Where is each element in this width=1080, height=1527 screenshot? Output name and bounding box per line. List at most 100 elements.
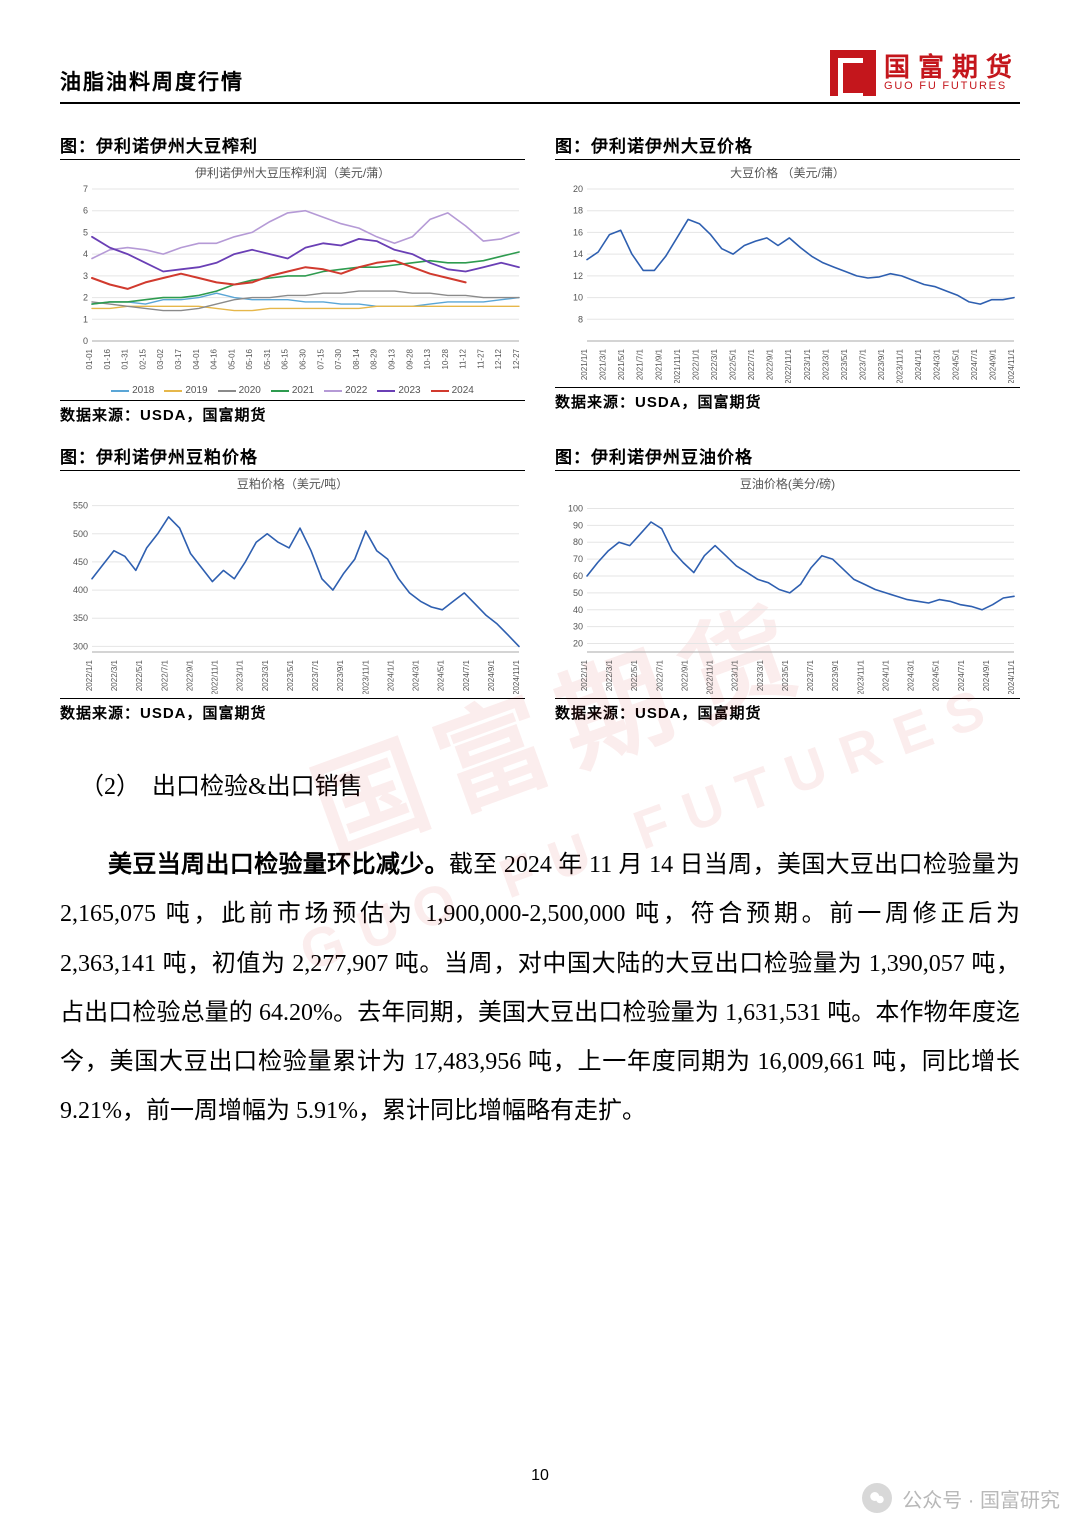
svg-text:8: 8 (578, 314, 583, 324)
svg-text:2022/9/1: 2022/9/1 (185, 659, 194, 691)
svg-text:350: 350 (73, 613, 88, 623)
svg-text:07-30: 07-30 (334, 348, 343, 369)
svg-text:2021/7/1: 2021/7/1 (636, 348, 645, 380)
svg-text:2023/7/1: 2023/7/1 (806, 659, 815, 691)
svg-text:2021/3/1: 2021/3/1 (599, 348, 608, 380)
svg-text:2023/3/1: 2023/3/1 (756, 659, 765, 691)
svg-text:20: 20 (573, 184, 583, 194)
svg-text:04-16: 04-16 (210, 348, 219, 369)
svg-text:10: 10 (573, 293, 583, 303)
svg-text:2022/7/1: 2022/7/1 (160, 659, 169, 691)
section-num: （2） (80, 774, 140, 800)
svg-text:2023/3/1: 2023/3/1 (821, 348, 830, 380)
svg-text:2023/1/1: 2023/1/1 (803, 348, 812, 380)
chart4-caption: 图：伊利诺伊州豆油价格 (555, 443, 1020, 471)
svg-text:2024/1/1: 2024/1/1 (914, 348, 923, 380)
svg-text:2024/11/1: 2024/11/1 (1007, 348, 1016, 383)
brand-logo-mark (830, 50, 876, 96)
svg-text:09-13: 09-13 (387, 348, 396, 369)
svg-text:01-01: 01-01 (85, 348, 94, 369)
svg-text:11-27: 11-27 (476, 348, 485, 368)
svg-text:50: 50 (573, 588, 583, 598)
svg-text:2023/5/1: 2023/5/1 (286, 659, 295, 691)
body-text: （2） 出口检验&出口销售 美豆当周出口检验量环比减少。截至 2024 年 11… (60, 763, 1020, 1136)
svg-text:2024/11/1: 2024/11/1 (1007, 659, 1016, 694)
svg-text:2022/5/1: 2022/5/1 (135, 659, 144, 691)
svg-text:2023/7/1: 2023/7/1 (311, 659, 320, 691)
svg-text:2022/5/1: 2022/5/1 (729, 348, 738, 380)
svg-text:10-28: 10-28 (441, 348, 450, 369)
svg-text:2022/9/1: 2022/9/1 (766, 348, 775, 380)
svg-text:7: 7 (83, 184, 88, 194)
chart-crush-margin: 图：伊利诺伊州大豆榨利 伊利诺伊州大豆压榨利润（美元/蒲） 0123456701… (60, 132, 525, 425)
svg-text:01-31: 01-31 (121, 348, 130, 369)
svg-text:2024/9/1: 2024/9/1 (487, 659, 496, 691)
svg-text:2022/1/1: 2022/1/1 (691, 348, 700, 380)
chart1-caption: 图：伊利诺伊州大豆榨利 (60, 132, 525, 160)
svg-text:14: 14 (573, 249, 583, 259)
svg-text:05-01: 05-01 (227, 348, 236, 369)
legend-item: 2022 (324, 385, 367, 396)
svg-text:5: 5 (83, 227, 88, 237)
svg-text:06-30: 06-30 (299, 348, 308, 369)
legend-item: 2023 (377, 385, 420, 396)
brand-logo-en: GUO FU FUTURES (884, 81, 1020, 93)
chart3-caption: 图：伊利诺伊州豆粕价格 (60, 443, 525, 471)
svg-text:70: 70 (573, 554, 583, 564)
svg-text:01-16: 01-16 (103, 348, 112, 369)
svg-text:300: 300 (73, 641, 88, 651)
svg-text:500: 500 (73, 529, 88, 539)
svg-text:2024/9/1: 2024/9/1 (982, 659, 991, 691)
svg-text:2022/11/1: 2022/11/1 (784, 348, 793, 383)
legend-item: 2020 (218, 385, 261, 396)
section-title: 出口检验&出口销售 (152, 774, 363, 800)
svg-text:10-13: 10-13 (423, 348, 432, 369)
svg-text:550: 550 (73, 501, 88, 511)
svg-text:2022/11/1: 2022/11/1 (211, 659, 220, 694)
svg-text:2022/5/1: 2022/5/1 (630, 659, 639, 691)
svg-text:11-12: 11-12 (459, 348, 468, 368)
svg-text:03-17: 03-17 (174, 348, 183, 369)
svg-text:09-28: 09-28 (405, 348, 414, 369)
svg-text:40: 40 (573, 605, 583, 615)
svg-text:08-14: 08-14 (352, 348, 361, 369)
chart4-svg: 20304050607080901002022/1/12022/3/12022/… (555, 494, 1020, 694)
chart-soyoil-price: 图：伊利诺伊州豆油价格 豆油价格(美分/磅) 20304050607080901… (555, 443, 1020, 723)
svg-text:2021/5/1: 2021/5/1 (617, 348, 626, 380)
svg-text:1: 1 (83, 314, 88, 324)
brand-logo: 国富期货 GUO FU FUTURES (830, 50, 1020, 96)
para-rest: 截至 2024 年 11 月 14 日当周，美国大豆出口检验量为 2,165,0… (60, 852, 1020, 1124)
legend-item: 2018 (111, 385, 154, 396)
chart3-subtitle: 豆粕价格（美元/吨） (60, 475, 525, 492)
footer-label: 公众号 · 国富研究 (902, 1484, 1060, 1513)
chart3-source: 数据来源：USDA，国富期货 (60, 698, 525, 723)
paragraph-1: 美豆当周出口检验量环比减少。截至 2024 年 11 月 14 日当周，美国大豆… (60, 840, 1020, 1136)
svg-text:2022/11/1: 2022/11/1 (706, 659, 715, 694)
svg-text:2023/11/1: 2023/11/1 (361, 659, 370, 694)
svg-text:2021/9/1: 2021/9/1 (654, 348, 663, 380)
svg-text:2021/11/1: 2021/11/1 (673, 348, 682, 383)
svg-text:16: 16 (573, 227, 583, 237)
chart-soymeal-price: 图：伊利诺伊州豆粕价格 豆粕价格（美元/吨） 300 350 400 450 500 55… (60, 443, 525, 723)
svg-text:08-29: 08-29 (370, 348, 379, 369)
svg-text:03-02: 03-02 (156, 348, 165, 369)
svg-text:05-16: 05-16 (245, 348, 254, 369)
svg-text:2024/3/1: 2024/3/1 (933, 348, 942, 380)
chart1-subtitle: 伊利诺伊州大豆压榨利润（美元/蒲） (60, 164, 525, 181)
svg-text:2023/5/1: 2023/5/1 (840, 348, 849, 380)
svg-text:450: 450 (73, 557, 88, 567)
chart2-caption: 图：伊利诺伊州大豆价格 (555, 132, 1020, 160)
svg-text:400: 400 (73, 585, 88, 595)
svg-text:2023/11/1: 2023/11/1 (856, 659, 865, 694)
chart1-svg: 0123456701-0101-1601-3102-1503-0203-1704… (60, 183, 525, 383)
svg-text:80: 80 (573, 537, 583, 547)
svg-text:07-15: 07-15 (316, 348, 325, 369)
svg-text:2022/3/1: 2022/3/1 (605, 659, 614, 691)
legend-item: 2024 (431, 385, 474, 396)
chart1-legend: 2018201920202021202220232024 (60, 385, 525, 396)
svg-text:2023/5/1: 2023/5/1 (781, 659, 790, 691)
svg-text:2022/1/1: 2022/1/1 (580, 659, 589, 691)
charts-grid: 图：伊利诺伊州大豆榨利 伊利诺伊州大豆压榨利润（美元/蒲） 0123456701… (60, 132, 1020, 723)
chart4-source: 数据来源：USDA，国富期货 (555, 698, 1020, 723)
svg-text:12: 12 (573, 271, 583, 281)
